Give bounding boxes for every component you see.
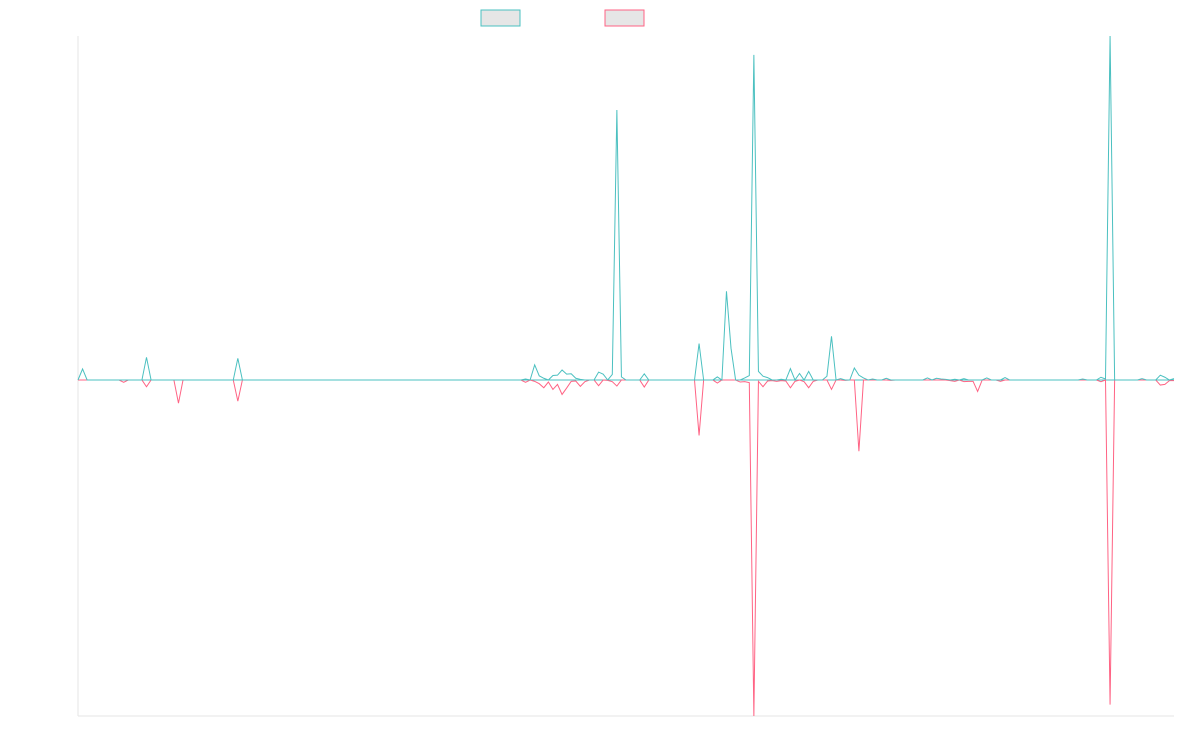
legend-swatch-1	[480, 9, 521, 27]
series-a-line	[77, 35, 1175, 382]
legend-swatch-2	[604, 9, 645, 27]
series-layer	[77, 35, 1175, 717]
series-b-line	[78, 379, 1174, 717]
legend	[480, 9, 645, 27]
axes	[77, 36, 1174, 717]
